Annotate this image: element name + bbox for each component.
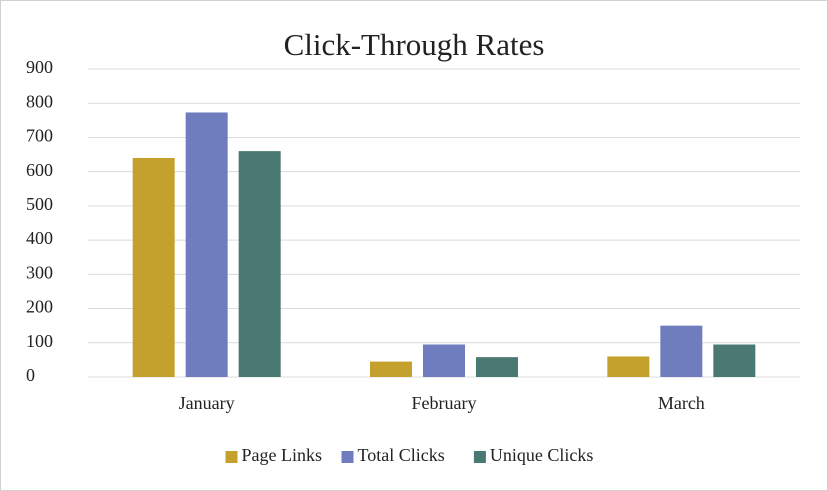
y-tick-label: 900 [26,57,53,77]
bar [607,356,650,377]
y-tick-label: 200 [26,297,53,317]
x-tick-label: January [179,393,235,413]
legend-swatch [341,451,354,463]
x-tick-label: March [658,393,705,413]
legend-swatch [225,451,238,463]
bar [132,157,175,377]
x-tick-label: February [412,393,477,413]
y-tick-label: 400 [26,228,53,248]
chart-title: Click-Through Rates [284,27,545,62]
y-tick-label: 300 [26,262,53,282]
bar [238,151,281,377]
y-tick-label: 100 [26,331,53,351]
bar [713,344,756,377]
y-tick-label: 0 [26,365,35,385]
bar [185,112,228,377]
legend-label: Unique Clicks [490,445,594,465]
bar [476,357,518,377]
legend-label: Total Clicks [358,445,445,465]
bar [660,325,703,377]
bar [423,344,465,377]
legend-label: Page Links [242,445,323,465]
bar [370,361,412,377]
y-tick-label: 700 [26,126,53,146]
y-tick-label: 600 [26,160,53,180]
y-tick-label: 500 [26,194,53,214]
legend-swatch [473,451,486,463]
y-tick-label: 800 [26,91,53,111]
